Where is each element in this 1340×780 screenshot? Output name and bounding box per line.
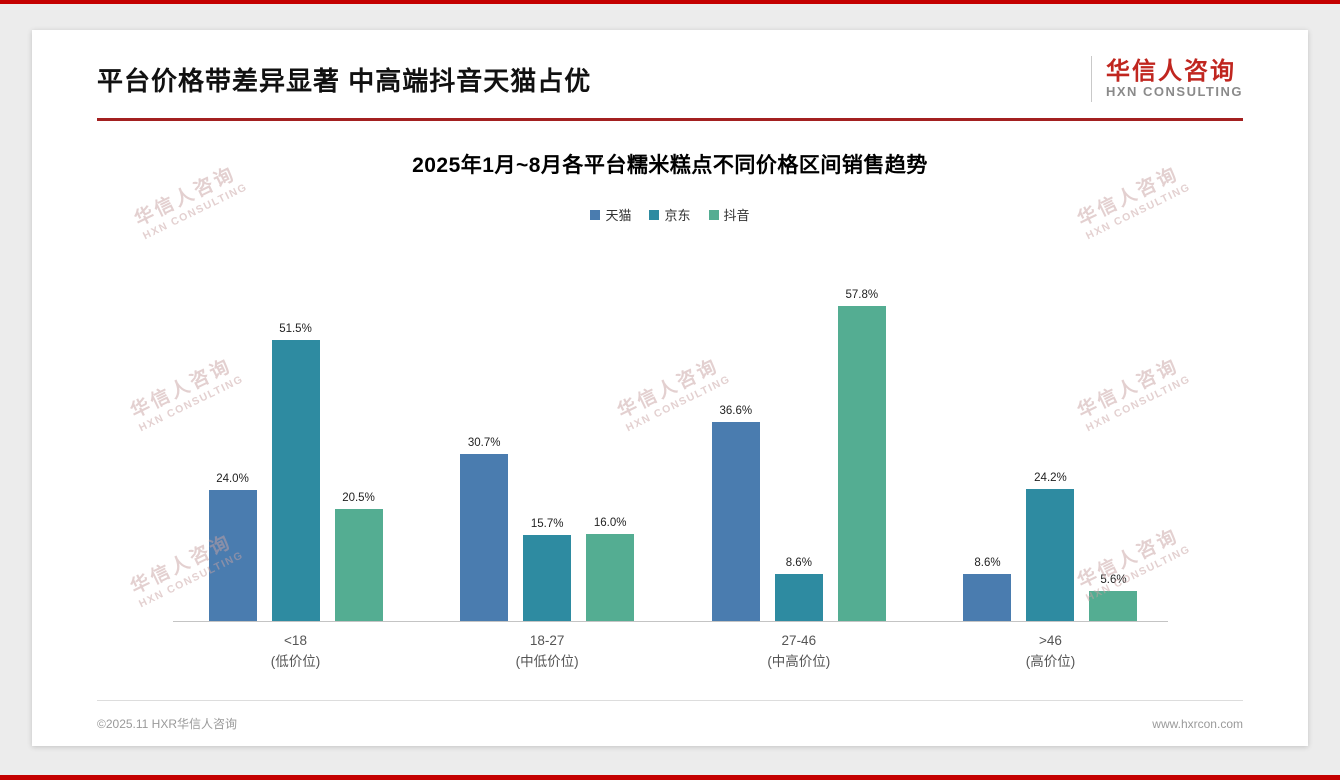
legend-swatch	[708, 209, 719, 220]
category-label: 27-46 (中高价位)	[767, 633, 831, 669]
chart-legend: 天猫 京东 抖音	[32, 205, 1308, 224]
bar-京东	[271, 340, 320, 621]
bar-天猫	[460, 453, 509, 621]
bar-wrap: 20.5%	[334, 492, 383, 621]
bar-group: 8.6% 24.2% 5.6% >46 (高价位)	[963, 276, 1138, 673]
bar-wrap: 57.8%	[837, 289, 886, 621]
bottom-accent-bar	[0, 775, 1340, 780]
bar-group: 36.6% 8.6% 57.8% 27-46 (中高价位)	[711, 276, 886, 673]
bar-wrap: 51.5%	[271, 323, 320, 621]
x-axis-line	[172, 621, 1168, 622]
bar-抖音	[837, 306, 886, 621]
bar-value-label: 8.6%	[785, 557, 812, 570]
page-title: 平台价格带差异显著 中高端抖音天猫占优	[97, 65, 592, 96]
bar-抖音	[586, 533, 635, 621]
bar-wrap: 15.7%	[523, 518, 572, 621]
legend-item: 京东	[649, 205, 691, 224]
legend-label: 天猫	[605, 208, 632, 223]
legend-label: 京东	[664, 208, 691, 223]
bar-group: 24.0% 51.5% 20.5% <18 (低价位)	[208, 276, 383, 673]
website-text: www.hxrcon.com	[1152, 716, 1243, 731]
slide-card: 平台价格带差异显著 中高端抖音天猫占优 华信人咨询 HXN CONSULTING…	[32, 30, 1308, 746]
logo-divider	[1090, 56, 1092, 102]
bar-value-label: 8.6%	[974, 557, 1001, 570]
legend-swatch	[590, 209, 601, 220]
bar-抖音	[334, 509, 383, 621]
legend-item: 抖音	[708, 205, 750, 224]
bar-value-label: 16.0%	[593, 516, 627, 529]
logo-text: 华信人咨询 HXN CONSULTING	[1106, 58, 1243, 101]
bar-京东	[523, 535, 572, 621]
bar-京东	[774, 574, 823, 621]
bar-wrap: 24.2%	[1026, 472, 1075, 621]
bar-chart: 24.0% 51.5% 20.5% <18 (低价位) 30.7% 15.7% 16.0% 18…	[172, 276, 1168, 673]
top-accent-bar	[0, 0, 1340, 4]
bar-wrap: 36.6%	[711, 404, 760, 621]
bar-group: 30.7% 15.7% 16.0% 18-27 (中低价位)	[460, 276, 635, 673]
chart-title: 2025年1月~8月各平台糯米糕点不同价格区间销售趋势	[412, 154, 928, 177]
bar-value-label: 57.8%	[845, 289, 879, 301]
bar-value-label: 36.6%	[719, 404, 753, 417]
bar-value-label: 24.2%	[1034, 472, 1067, 485]
header-rule	[97, 118, 1243, 121]
bar-value-label: 15.7%	[530, 518, 564, 531]
category-label: >46 (高价位)	[1025, 633, 1076, 669]
bar-value-label: 5.6%	[1100, 573, 1127, 586]
category-label: <18 (低价位)	[270, 633, 321, 669]
bar-wrap: 30.7%	[460, 436, 509, 621]
bar-天猫	[963, 574, 1012, 621]
bar-京东	[1026, 489, 1075, 621]
bar-value-label: 24.0%	[216, 473, 249, 486]
category-label: 18-27 (中低价位)	[515, 633, 579, 669]
bar-wrap: 8.6%	[774, 557, 823, 621]
legend-label: 抖音	[723, 208, 750, 223]
bar-value-label: 30.7%	[467, 436, 501, 449]
logo: 华信人咨询 HXN CONSULTING	[1090, 56, 1243, 102]
bar-wrap: 24.0%	[208, 473, 257, 621]
bar-天猫	[208, 490, 257, 621]
header: 平台价格带差异显著 中高端抖音天猫占优 华信人咨询 HXN CONSULTING	[32, 30, 1308, 102]
bar-value-label: 20.5%	[342, 492, 375, 505]
bar-wrap: 8.6%	[963, 557, 1012, 621]
bar-wrap: 5.6%	[1089, 573, 1138, 621]
bar-value-label: 51.5%	[279, 323, 312, 336]
footer: ©2025.11 HXR华信人咨询 www.hxrcon.com	[97, 700, 1243, 746]
legend-item: 天猫	[590, 205, 631, 224]
bar-抖音	[1089, 590, 1138, 621]
bar-wrap: 16.0%	[586, 516, 635, 621]
copyright-text: ©2025.11 HXR华信人咨询	[97, 717, 237, 731]
logo-name: 华信人咨询	[1105, 57, 1236, 85]
legend-swatch	[649, 209, 660, 220]
bar-天猫	[711, 421, 760, 621]
logo-tagline: HXN CONSULTING	[1105, 84, 1243, 100]
